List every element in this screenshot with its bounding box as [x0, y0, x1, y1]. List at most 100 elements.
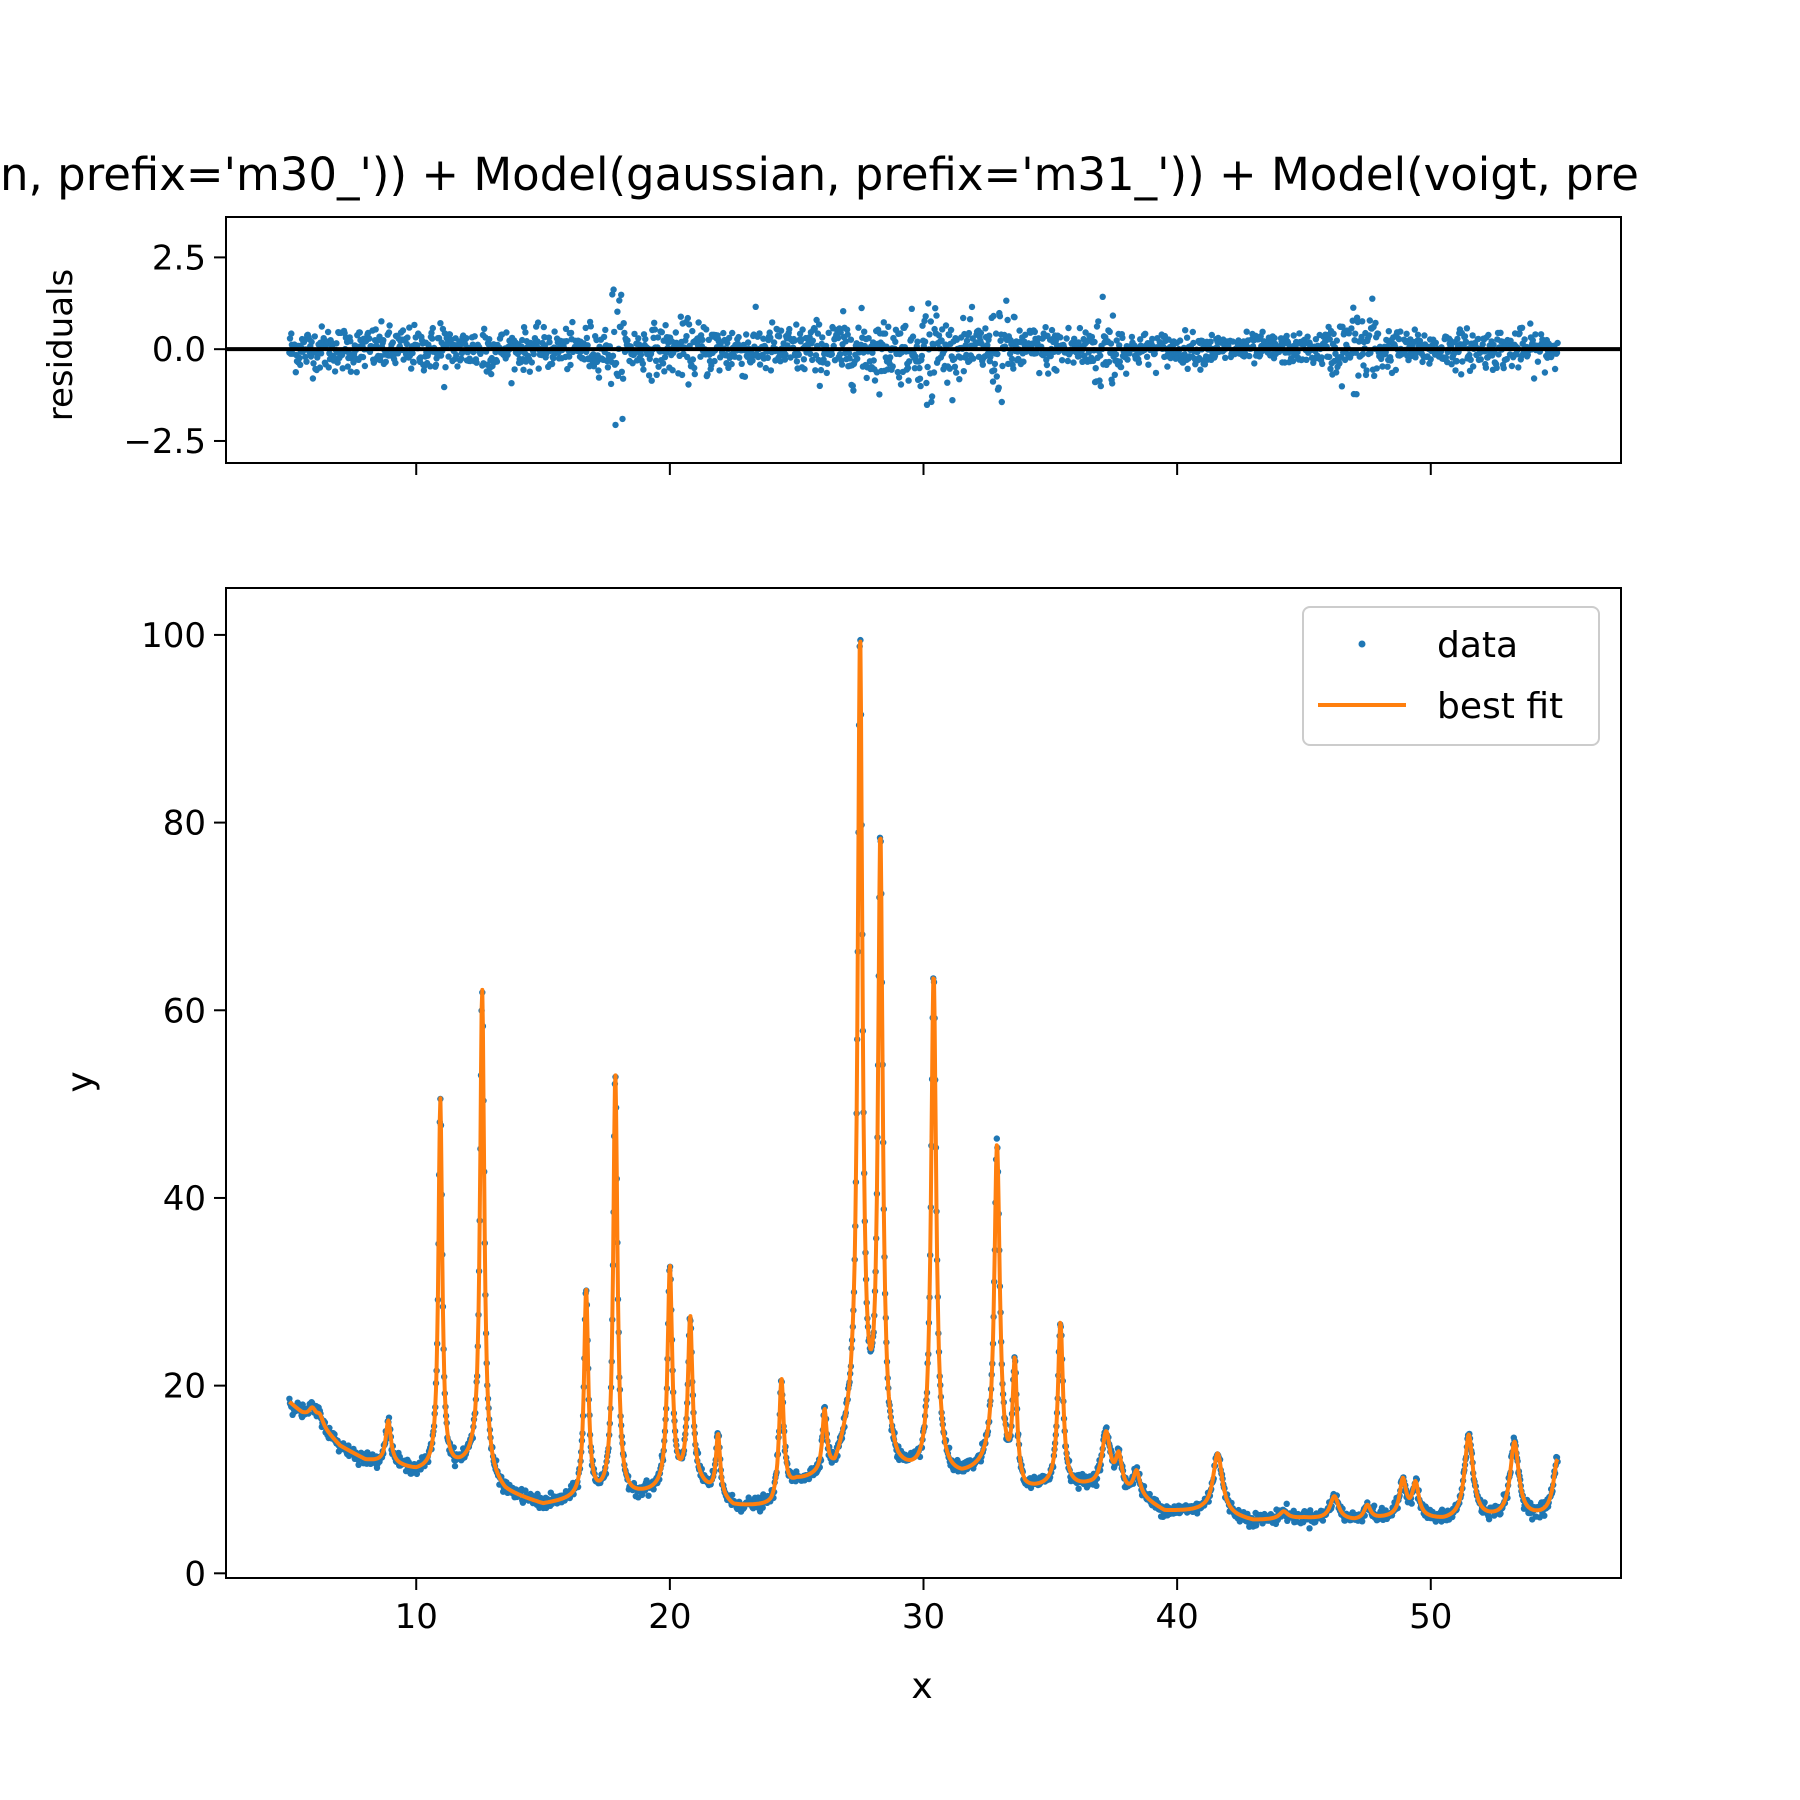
residual-point — [1289, 357, 1297, 365]
residuals-y-axis-label: residuals — [41, 269, 81, 421]
residual-point — [1348, 325, 1355, 332]
residual-point — [1135, 359, 1143, 366]
residual-point — [916, 375, 924, 382]
residual-point — [302, 353, 309, 361]
residual-point — [347, 338, 354, 345]
residual-point — [1373, 365, 1381, 372]
residual-point — [385, 329, 393, 336]
residual-point — [956, 376, 963, 383]
residual-point — [994, 350, 1001, 358]
residual-point — [522, 329, 529, 336]
residual-point — [957, 354, 964, 361]
residual-point — [924, 363, 931, 371]
residual-point — [442, 364, 449, 371]
residual-point — [661, 368, 668, 375]
residual-point — [970, 355, 977, 362]
residual-point — [488, 370, 495, 378]
residual-point — [569, 318, 576, 326]
residual-point — [1421, 332, 1428, 339]
residual-point — [791, 337, 798, 344]
residual-point — [1490, 341, 1497, 348]
residual-point — [611, 328, 618, 336]
residual-point — [602, 326, 609, 334]
residual-point — [382, 358, 389, 365]
residual-point — [1452, 367, 1459, 374]
residual-point — [1515, 364, 1522, 371]
data-point — [1283, 1500, 1290, 1508]
residual-point — [942, 322, 950, 329]
residual-point — [996, 313, 1004, 320]
residual-point — [1369, 295, 1376, 302]
x-tick-label: 20 — [648, 1597, 691, 1637]
residual-point — [353, 369, 360, 376]
residual-point — [1469, 332, 1476, 339]
data-point — [1075, 1485, 1082, 1492]
residual-point — [963, 337, 971, 344]
residual-point — [534, 338, 541, 345]
residual-point — [432, 361, 440, 368]
residual-point — [1057, 334, 1064, 341]
residual-point — [1419, 358, 1426, 366]
residual-point — [816, 382, 823, 390]
residual-point — [993, 373, 1000, 380]
y-tick-label: 40 — [163, 1179, 206, 1219]
residual-point — [825, 329, 832, 336]
residual-point — [716, 367, 723, 374]
residual-point — [1458, 371, 1465, 378]
residual-point — [787, 354, 794, 361]
chart-title: n, prefix='m30_')) + Model(gaussian, pre… — [0, 148, 1639, 201]
residual-point — [1395, 335, 1403, 343]
residual-point — [297, 361, 304, 368]
residual-point — [520, 324, 528, 331]
residual-point — [1475, 335, 1482, 343]
residual-point — [428, 329, 435, 337]
residual-point — [1006, 350, 1014, 357]
residual-point — [493, 358, 501, 365]
residual-point — [1432, 339, 1440, 346]
residual-point — [756, 361, 764, 368]
residual-point — [612, 359, 620, 367]
residual-point — [946, 365, 953, 372]
x-tick-label: 50 — [1409, 1597, 1452, 1637]
residual-point — [1338, 383, 1346, 390]
residual-point — [850, 387, 857, 394]
residual-point — [1453, 357, 1460, 365]
residual-point — [610, 286, 617, 293]
residual-point — [767, 367, 775, 374]
residual-point — [935, 332, 943, 339]
residual-point — [614, 372, 622, 379]
residual-point — [380, 337, 387, 344]
residual-point — [1109, 312, 1117, 319]
residual-point — [1497, 329, 1504, 336]
x-tick-label: 10 — [395, 1597, 438, 1637]
residual-point — [926, 331, 933, 338]
residual-point — [928, 393, 936, 400]
residual-point — [595, 367, 602, 374]
residual-point — [325, 364, 332, 371]
data-point — [1253, 1522, 1260, 1529]
residual-point — [828, 351, 835, 358]
residual-point — [1042, 324, 1049, 331]
residual-point — [984, 342, 991, 349]
residual-point — [535, 365, 542, 372]
data-point — [1371, 1502, 1378, 1509]
residual-point — [855, 324, 862, 331]
residual-point — [741, 373, 749, 380]
residual-point — [1304, 333, 1311, 340]
residual-point — [756, 330, 763, 337]
residual-point — [1229, 338, 1237, 345]
residual-point — [918, 352, 926, 360]
y-tick-label: 60 — [163, 991, 206, 1031]
data-point — [355, 1461, 362, 1469]
residual-point — [1554, 339, 1561, 347]
residual-point — [347, 368, 355, 375]
y-tick-label: 0.0 — [152, 330, 206, 370]
residual-point — [541, 342, 549, 349]
residual-point — [654, 334, 662, 341]
residual-point — [938, 337, 945, 344]
residual-point — [604, 364, 612, 371]
residual-point — [1208, 331, 1216, 339]
residual-point — [429, 324, 436, 332]
residual-point — [669, 367, 676, 374]
residual-point — [551, 328, 558, 335]
